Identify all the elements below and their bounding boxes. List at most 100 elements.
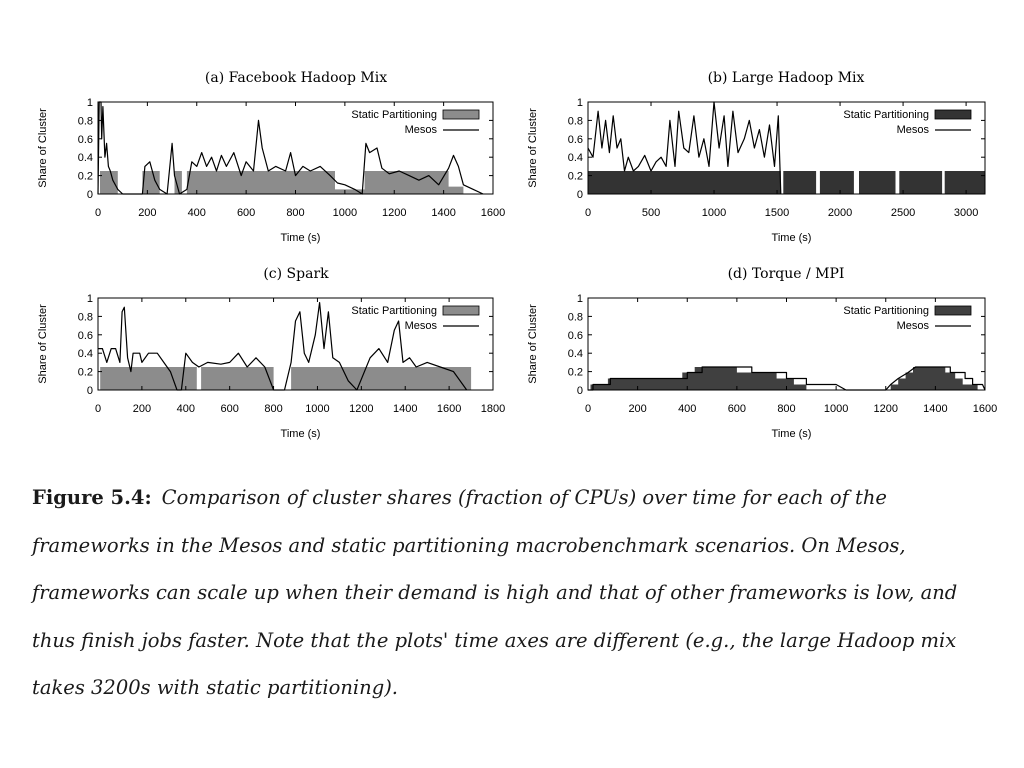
- x-tick-label: 1000: [702, 207, 726, 219]
- series-mesos-line: [587, 101, 782, 195]
- y-tick-label: 0.2: [78, 171, 93, 183]
- legend-swatch-static-partitioning: [934, 305, 972, 316]
- x-tick-label: 0: [95, 207, 101, 219]
- legend-label: Mesos: [897, 320, 930, 332]
- y-tick-label: 0.4: [78, 348, 93, 360]
- legend-label: Mesos: [405, 320, 438, 332]
- legend-label: Mesos: [405, 124, 438, 136]
- y-tick-label: 0.8: [78, 115, 93, 127]
- x-tick-label: 1200: [382, 207, 406, 219]
- figure-caption: Figure 5.4: Comparison of cluster shares …: [32, 474, 962, 712]
- x-tick-label: 1400: [393, 403, 417, 415]
- x-tick-label: 400: [177, 403, 195, 415]
- x-tick-label: 600: [237, 207, 255, 219]
- x-tick-label: 1600: [481, 207, 505, 219]
- x-tick-label: 0: [95, 403, 101, 415]
- y-axis-label: Share of Cluster: [37, 108, 49, 188]
- legend-label: Static Partitioning: [351, 109, 437, 121]
- y-axis-label: Share of Cluster: [37, 304, 49, 384]
- y-tick-label: 0.8: [568, 311, 583, 323]
- x-tick-label: 800: [286, 207, 304, 219]
- x-tick-label: 200: [628, 403, 646, 415]
- legend-label: Static Partitioning: [843, 305, 929, 317]
- y-tick-label: 1: [577, 97, 583, 109]
- y-axis-label: Share of Cluster: [527, 108, 539, 188]
- legend-swatch-static-partitioning: [442, 305, 480, 316]
- x-tick-label: 400: [188, 207, 206, 219]
- x-tick-label: 800: [264, 403, 282, 415]
- legend-label: Mesos: [897, 124, 930, 136]
- series-mesos-line: [588, 366, 986, 391]
- chart-panel-2: (c) Spark 0 0.2 0.4 0.6 0.8 1 0 200 400 600 800 1000…: [37, 266, 505, 440]
- y-tick-label: 0.2: [78, 367, 93, 379]
- y-tick-label: 0.2: [568, 367, 583, 379]
- x-axis-label: Time (s): [772, 428, 812, 440]
- x-tick-label: 1000: [305, 403, 329, 415]
- series-static-partitioning-area: [588, 367, 978, 390]
- x-tick-label: 1800: [481, 403, 505, 415]
- x-tick-label: 800: [777, 403, 795, 415]
- x-tick-label: 2000: [828, 207, 852, 219]
- x-tick-label: 600: [728, 403, 746, 415]
- x-tick-label: 1400: [431, 207, 455, 219]
- y-tick-label: 0.4: [568, 152, 583, 164]
- chart-panel-0: (a) Facebook Hadoop Mix 0 0.2 0.4 0.6 0.8 1 0 20…: [37, 70, 505, 244]
- series-mesos-line: [98, 302, 468, 391]
- y-tick-label: 1: [87, 293, 93, 305]
- chart-panel-1: (b) Large Hadoop Mix 0 0.2 0.4 0.6 0.8 1 0 500 10…: [527, 70, 986, 244]
- series-static-partitioning-area: [98, 367, 472, 390]
- x-tick-label: 600: [220, 403, 238, 415]
- x-tick-label: 1600: [437, 403, 461, 415]
- x-tick-label: 1200: [874, 403, 898, 415]
- x-axis-label: Time (s): [772, 232, 812, 244]
- x-tick-label: 500: [642, 207, 660, 219]
- series-mesos-line: [97, 101, 484, 195]
- figure-label: Figure 5.4:: [32, 486, 152, 509]
- x-tick-label: 1000: [333, 207, 357, 219]
- x-tick-label: 1000: [824, 403, 848, 415]
- y-tick-label: 0: [87, 385, 93, 397]
- x-tick-label: 0: [585, 403, 591, 415]
- x-tick-label: 200: [138, 207, 156, 219]
- plot-frame: [97, 297, 494, 391]
- x-tick-label: 400: [678, 403, 696, 415]
- chart-title: (a) Facebook Hadoop Mix: [205, 70, 387, 86]
- y-tick-label: 0: [87, 189, 93, 201]
- y-tick-label: 0.6: [568, 330, 583, 342]
- chart-title: (c) Spark: [263, 266, 329, 282]
- y-tick-label: 0.6: [568, 134, 583, 146]
- x-tick-label: 0: [585, 207, 591, 219]
- y-tick-label: 1: [87, 97, 93, 109]
- x-tick-label: 1500: [765, 207, 789, 219]
- x-axis-label: Time (s): [281, 428, 321, 440]
- y-tick-label: 0.4: [78, 152, 93, 164]
- x-axis-label: Time (s): [281, 232, 321, 244]
- plot-frame: [587, 101, 986, 195]
- y-axis-label: Share of Cluster: [527, 304, 539, 384]
- y-tick-label: 0: [577, 189, 583, 201]
- y-tick-label: 0: [577, 385, 583, 397]
- y-tick-label: 0.8: [568, 115, 583, 127]
- x-tick-label: 3000: [954, 207, 978, 219]
- legend-label: Static Partitioning: [351, 305, 437, 317]
- figure-charts: (a) Facebook Hadoop Mix 0 0.2 0.4 0.6 0.8 1 0 20…: [37, 70, 997, 440]
- series-static-partitioning-area: [588, 171, 985, 194]
- y-tick-label: 1: [577, 293, 583, 305]
- chart-title: (d) Torque / MPI: [728, 266, 845, 282]
- x-tick-label: 1400: [923, 403, 947, 415]
- y-tick-label: 0.8: [78, 311, 93, 323]
- legend-swatch-static-partitioning: [934, 109, 972, 120]
- figure-caption-text: Comparison of cluster shares (fraction o…: [32, 486, 958, 699]
- chart-panel-3: (d) Torque / MPI 0 0.2 0.4 0.6 0.8 1 0 200 400 600…: [527, 266, 997, 440]
- chart-title: (b) Large Hadoop Mix: [708, 70, 865, 86]
- x-tick-label: 2500: [891, 207, 915, 219]
- y-tick-label: 0.4: [568, 348, 583, 360]
- y-tick-label: 0.2: [568, 171, 583, 183]
- y-tick-label: 0.6: [78, 134, 93, 146]
- legend-label: Static Partitioning: [843, 109, 929, 121]
- legend-swatch-static-partitioning: [442, 109, 480, 120]
- y-tick-label: 0.6: [78, 330, 93, 342]
- x-tick-label: 1200: [349, 403, 373, 415]
- x-tick-label: 200: [133, 403, 151, 415]
- x-tick-label: 1600: [973, 403, 997, 415]
